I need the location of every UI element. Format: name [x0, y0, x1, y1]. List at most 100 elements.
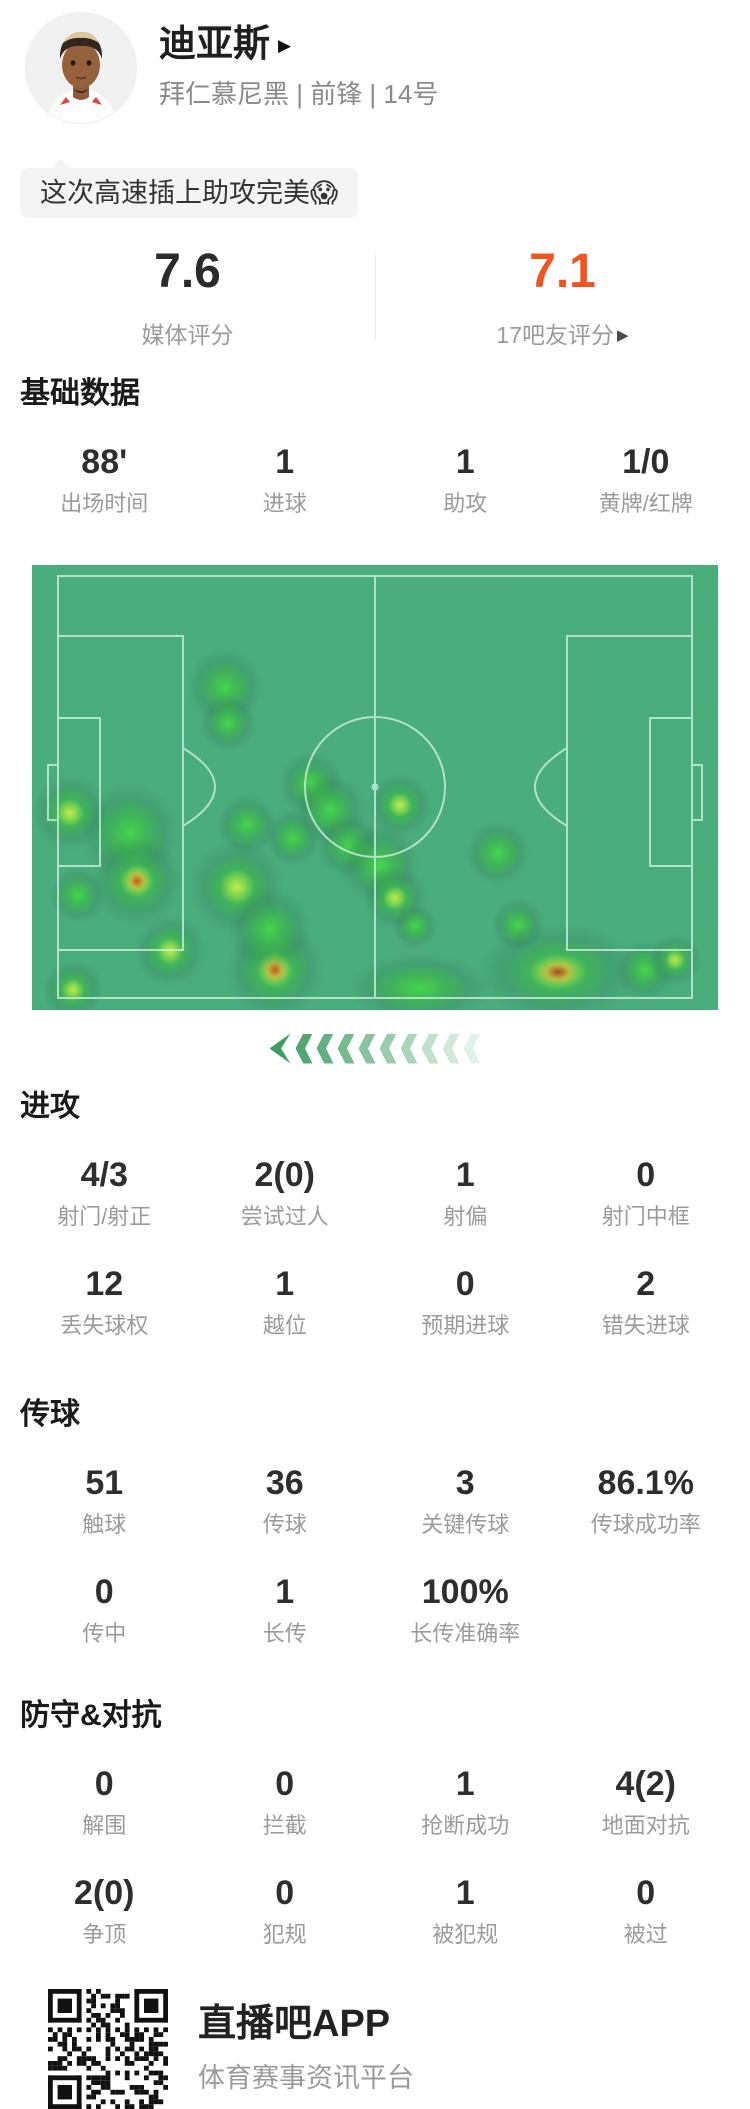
stat-label: 射门/射正 [57, 1203, 152, 1229]
stat-value: 1/0 [622, 443, 670, 482]
attack-direction-indicator [0, 1033, 750, 1064]
section-defense: 防守&对抗 0 解围 0 拦截 1 抢断成功 4(2) 地面对抗 2(0) 争顶 0 犯规 1 被犯规 0… [0, 1701, 750, 1947]
stat-label: 关键传球 [421, 1511, 510, 1537]
stat-label: 争顶 [82, 1922, 127, 1948]
stat-label: 长传 [262, 1621, 307, 1647]
stat-value: 1 [455, 1155, 475, 1194]
ratings-panel: 7.6 媒体评分 7.1 17吧友评分 ▶ [0, 248, 750, 347]
chevron-left-icon [400, 1033, 418, 1064]
stat-label: 黄牌/红牌 [598, 491, 693, 517]
stat-value: 4/3 [80, 1155, 128, 1194]
stat-label: 射门中框 [601, 1203, 690, 1229]
stat-cell: 3 关键传球 [375, 1466, 556, 1537]
stats-row: 2(0) 争顶 0 犯规 1 被犯规 0 被过 [0, 1876, 750, 1947]
stat-cell: 1 抢断成功 [375, 1767, 556, 1838]
stat-label: 错失进球 [601, 1312, 690, 1338]
name-arrow-icon: ▶ [278, 36, 292, 56]
fans-rating-value: 7.1 [529, 245, 596, 299]
stat-cell: 100% 长传准确率 [375, 1575, 556, 1646]
stat-value: 1 [275, 1573, 295, 1612]
stat-cell: 0 预期进球 [375, 1267, 556, 1338]
stat-value: 100% [421, 1573, 509, 1612]
stat-label: 被犯规 [432, 1922, 499, 1948]
stat-cell: 12 丢失球权 [14, 1267, 195, 1338]
player-team-line: 拜仁慕尼黑 | 前锋 | 14号 [159, 78, 439, 109]
stat-value: 88' [81, 443, 128, 482]
stat-label: 被过 [623, 1922, 668, 1948]
stats-row: 4/3 射门/射正 2(0) 尝试过人 1 射偏 0 射门中框 [0, 1158, 750, 1229]
player-name-row[interactable]: 迪亚斯 ▶ [159, 23, 438, 65]
stats-row: 51 触球 36 传球 3 关键传球 86.1% 传球成功率 [0, 1466, 750, 1537]
section-title-defense: 防守&对抗 [20, 1699, 162, 1733]
stat-label: 传球 [262, 1511, 307, 1537]
ratings-divider [375, 254, 376, 341]
stat-label: 射偏 [443, 1203, 488, 1229]
stat-value: 1 [455, 443, 475, 482]
chevron-left-icon [379, 1033, 397, 1064]
media-rating-value: 7.6 [154, 245, 221, 299]
stat-value: 0 [636, 1874, 656, 1913]
pitch-heatmap-icon [32, 564, 718, 1010]
stat-value: 1 [455, 1765, 475, 1804]
stat-cell: 2(0) 尝试过人 [195, 1158, 376, 1229]
stat-cell: 1 越位 [195, 1267, 376, 1338]
chevron-left-icon [442, 1033, 460, 1064]
stat-cell: 36 传球 [195, 1466, 376, 1537]
chevron-left-icon [295, 1033, 313, 1064]
stat-cell: 1 进球 [195, 445, 376, 516]
stat-cell: 1 射偏 [375, 1158, 556, 1229]
fans-rating[interactable]: 7.1 17吧友评分 ▶ [375, 248, 750, 347]
stat-cell: 4/3 射门/射正 [14, 1158, 195, 1229]
stats-row: 0 传中 1 长传 100% 长传准确率 [0, 1575, 750, 1646]
stat-label: 越位 [262, 1312, 307, 1338]
stat-value: 2 [636, 1264, 656, 1303]
stat-label: 传中 [82, 1621, 127, 1647]
app-tagline: 体育赛事资讯平台 [198, 2063, 414, 2094]
stat-label: 出场时间 [60, 491, 149, 517]
section-title-passing: 传球 [20, 1397, 80, 1431]
stat-cell: 1 长传 [195, 1575, 376, 1646]
section-passing: 传球 51 触球 36 传球 3 关键传球 86.1% 传球成功率 0 传中 1 长传 100% 长传准… [0, 1397, 750, 1646]
stat-cell: 2 错失进球 [556, 1267, 737, 1338]
stat-cell: 0 传中 [14, 1575, 195, 1646]
stat-value: 0 [94, 1765, 114, 1804]
stat-value: 2(0) [254, 1155, 315, 1194]
stat-label: 犯规 [262, 1922, 307, 1948]
stat-cell: 86.1% 传球成功率 [556, 1466, 737, 1537]
stat-value: 36 [265, 1463, 304, 1502]
stats-row: 88' 出场时间 1 进球 1 助攻 1/0 黄牌/红牌 [0, 445, 750, 516]
chevron-left-icon [463, 1033, 481, 1064]
stat-value: 51 [85, 1463, 124, 1502]
stat-label: 预期进球 [421, 1312, 510, 1338]
stat-label: 地面对抗 [601, 1813, 690, 1839]
stat-label: 尝试过人 [240, 1203, 329, 1229]
heatmap [32, 564, 718, 1010]
stat-label: 拦截 [262, 1813, 307, 1839]
stat-label: 丢失球权 [60, 1312, 149, 1338]
section-title-attack: 进攻 [20, 1089, 80, 1123]
stat-cell: 88' 出场时间 [14, 445, 195, 516]
stat-value: 0 [94, 1573, 114, 1612]
media-rating-label: 媒体评分 [141, 322, 234, 349]
stat-cell: 1 被犯规 [375, 1876, 556, 1947]
stat-label: 助攻 [443, 491, 488, 517]
comment-bubble: 这次高速插上助攻完美😱 [20, 158, 359, 219]
stat-value: 0 [275, 1765, 295, 1804]
stat-cell: 0 射门中框 [556, 1158, 737, 1229]
stat-value: 1 [455, 1874, 475, 1913]
stat-label: 长传准确率 [410, 1621, 521, 1647]
stat-cell: 0 被过 [556, 1876, 737, 1947]
stat-value: 0 [275, 1874, 295, 1913]
section-title-basic: 基础数据 [20, 377, 140, 411]
stat-cell: 1/0 黄牌/红牌 [556, 445, 737, 516]
stat-value: 0 [455, 1264, 475, 1303]
app-name: 直播吧APP [198, 2003, 391, 2046]
qr-code-icon [48, 1988, 168, 2109]
chevron-left-icon [316, 1033, 334, 1064]
player-header: 迪亚斯 ▶ 拜仁慕尼黑 | 前锋 | 14号 [0, 0, 750, 130]
stat-cell: 51 触球 [14, 1466, 195, 1537]
stat-value: 1 [275, 443, 295, 482]
stat-cell: 0 解围 [14, 1767, 195, 1838]
stat-cell: 2(0) 争顶 [14, 1876, 195, 1947]
avatar [25, 12, 137, 124]
